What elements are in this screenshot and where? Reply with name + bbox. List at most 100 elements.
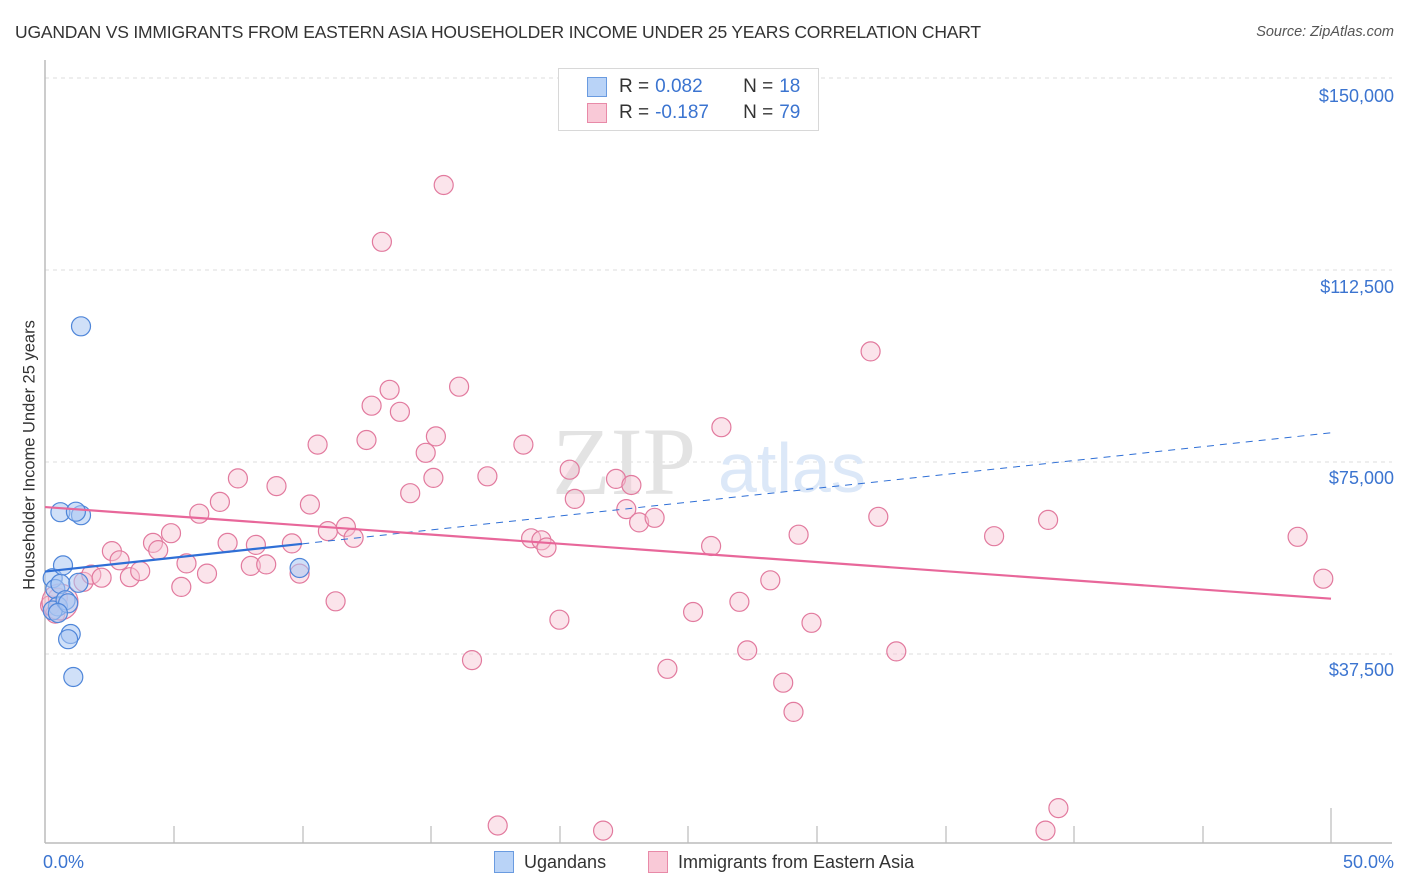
- source-label: Source: ZipAtlas.com: [1256, 24, 1394, 40]
- data-point: [700, 535, 722, 557]
- n-value: 79: [779, 102, 801, 123]
- data-point: [400, 483, 421, 504]
- stats-legend: R = 0.082 N = 18 R = -0.187 N = 79: [558, 68, 819, 131]
- ugandans-points: [42, 316, 310, 688]
- x-tick-min: 0.0%: [43, 852, 85, 872]
- data-point: [983, 526, 1005, 547]
- data-point: [379, 379, 400, 400]
- data-point: [148, 539, 169, 561]
- r-label: R =: [619, 76, 650, 97]
- data-point: [266, 476, 287, 497]
- n-label: N =: [743, 102, 774, 123]
- data-point: [425, 426, 446, 447]
- data-point: [868, 506, 889, 527]
- data-point: [142, 532, 164, 554]
- watermark-atlas: atlas: [718, 429, 866, 507]
- data-point: [1313, 568, 1334, 589]
- data-point: [371, 231, 392, 252]
- y-tick-75000: $75,000: [1328, 468, 1394, 488]
- data-point: [536, 537, 557, 558]
- data-point: [1048, 797, 1069, 819]
- data-point: [801, 612, 822, 633]
- data-point: [549, 609, 570, 630]
- data-point: [592, 820, 614, 841]
- watermark-zip: ZIP: [552, 408, 696, 515]
- n-label: N =: [743, 76, 774, 97]
- y-tick-150000: $150,000: [1318, 86, 1394, 106]
- data-point: [189, 503, 210, 524]
- data-point: [513, 434, 534, 455]
- data-point: [130, 560, 151, 582]
- ugandans-trend-dashed: [302, 432, 1332, 545]
- data-point: [63, 666, 84, 688]
- legend-item-ugandans[interactable]: Ugandans: [494, 851, 606, 873]
- data-point: [886, 641, 907, 662]
- data-point: [760, 570, 781, 591]
- data-point: [256, 554, 277, 575]
- x-ticks: [173, 808, 1332, 843]
- data-point: [68, 572, 89, 593]
- data-point: [783, 701, 804, 723]
- data-point: [711, 417, 732, 438]
- data-point: [729, 591, 750, 612]
- y-tick-37500: $37,500: [1328, 660, 1394, 680]
- data-point: [57, 629, 79, 650]
- data-point: [531, 530, 552, 551]
- data-point: [657, 658, 678, 679]
- legend-row-immigrants: R = -0.187 N = 79: [587, 101, 800, 125]
- data-point: [196, 563, 218, 584]
- data-point: [91, 567, 112, 588]
- immigrants-points: [39, 174, 1334, 841]
- data-point: [605, 468, 627, 489]
- axes: [44, 60, 1392, 844]
- data-point: [209, 491, 230, 512]
- ugandans-trend-solid: [44, 542, 303, 573]
- legend-label-ugandans: Ugandans: [524, 851, 607, 872]
- data-point: [559, 459, 580, 480]
- data-point: [564, 488, 585, 509]
- data-point: [356, 429, 377, 451]
- data-point: [737, 640, 758, 661]
- data-point: [461, 649, 483, 671]
- data-point: [217, 532, 238, 554]
- data-point: [423, 467, 444, 488]
- data-point: [70, 316, 92, 337]
- data-point: [119, 567, 140, 588]
- data-point: [299, 494, 320, 515]
- data-point: [109, 550, 130, 571]
- ugandans-swatch: [494, 851, 514, 873]
- data-point: [389, 401, 410, 422]
- legend-row-ugandans: R = 0.082 N = 18: [587, 75, 800, 99]
- data-point: [644, 507, 665, 528]
- n-value: 18: [779, 76, 801, 97]
- data-point: [176, 553, 197, 574]
- x-tick-max: 50.0%: [1342, 852, 1394, 872]
- immigrants-trend: [44, 505, 1332, 600]
- watermark: ZIP atlas: [552, 408, 866, 515]
- legend-label-immigrants: Immigrants from Eastern Asia: [678, 851, 915, 872]
- data-point: [47, 602, 69, 624]
- data-point: [860, 341, 881, 362]
- legend-item-immigrants[interactable]: Immigrants from Eastern Asia: [648, 851, 914, 873]
- data-point: [307, 434, 328, 455]
- data-point: [1037, 509, 1059, 531]
- trendlines: [44, 432, 1332, 600]
- chart-title: UGANDAN VS IMMIGRANTS FROM EASTERN ASIA …: [15, 22, 981, 42]
- data-point: [317, 520, 338, 542]
- data-point: [433, 174, 454, 196]
- data-point: [1287, 526, 1308, 547]
- r-value: -0.187: [655, 102, 709, 123]
- data-point: [449, 376, 470, 397]
- data-point: [171, 576, 192, 598]
- immigrants-swatch: [587, 103, 607, 123]
- data-point: [65, 501, 87, 522]
- data-point: [52, 555, 74, 576]
- data-point: [240, 555, 261, 577]
- data-point: [415, 442, 436, 463]
- data-point: [227, 468, 248, 489]
- data-point: [788, 524, 809, 545]
- data-point: [682, 601, 704, 623]
- data-point: [477, 466, 498, 487]
- data-point: [773, 672, 794, 693]
